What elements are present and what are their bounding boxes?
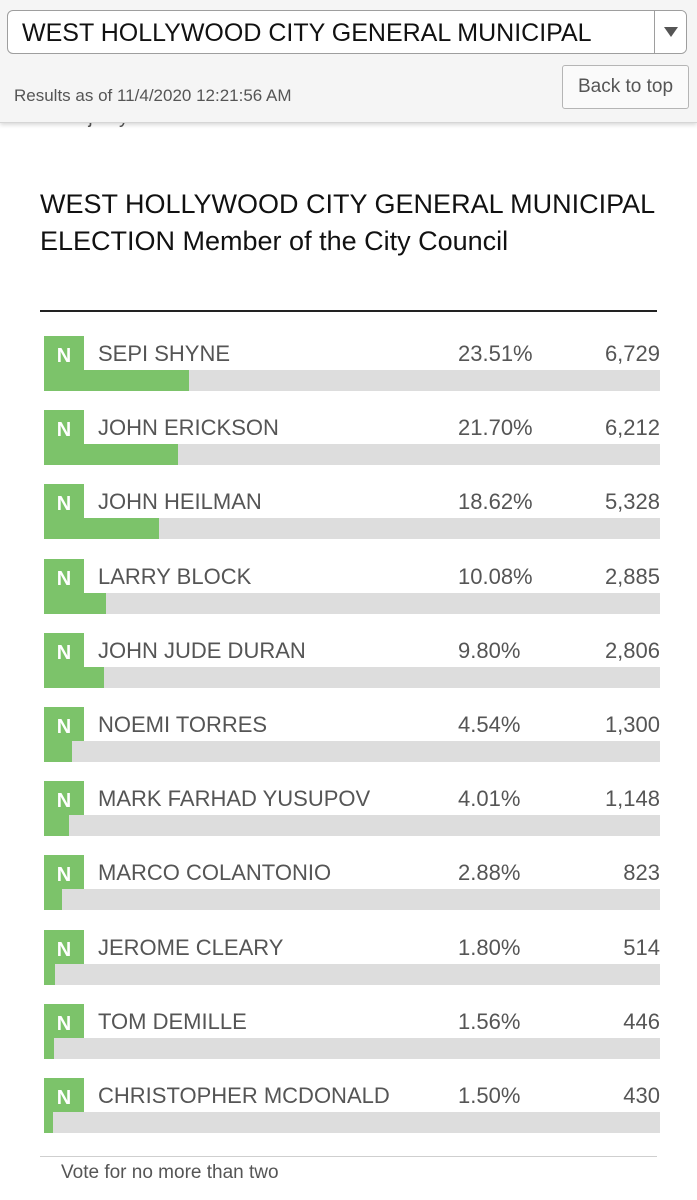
candidate-name: NOEMI TORRES — [98, 712, 268, 737]
candidate-percent: 18.62% — [458, 489, 533, 515]
candidate-votes: 2,885 — [604, 563, 660, 589]
vote-share-bar — [44, 518, 660, 540]
party-badge: N — [44, 558, 84, 599]
party-badge: N — [44, 484, 84, 525]
candidate-row: N JOHN JUDE DURAN 9.80% 2,806 — [44, 615, 660, 689]
candidate-percent: 21.70% — [458, 415, 533, 441]
candidate-percent: 1.80% — [458, 934, 521, 960]
candidate-votes: 446 — [623, 1008, 660, 1034]
vote-share-bar — [44, 815, 660, 837]
vote-share-bar-fill — [44, 592, 107, 614]
vote-share-bar-fill — [44, 370, 189, 391]
vote-share-bar-fill — [44, 444, 178, 466]
divider — [40, 310, 657, 312]
party-badge: N — [44, 410, 84, 451]
vote-share-bar — [44, 889, 660, 911]
candidate-name: CHRISTOPHER MCDONALD — [98, 1083, 390, 1108]
contest-title: WEST HOLLYWOOD CITY GENERAL MUNICIPAL EL… — [40, 189, 655, 256]
candidate-row: N TOM DEMILLE 1.56% 446 — [44, 986, 660, 1060]
candidate-name: MARCO COLANTONIO — [98, 860, 332, 886]
candidate-name: SEPI SHYNE — [98, 341, 231, 366]
candidate-percent: 4.01% — [458, 786, 521, 812]
candidate-percent: 1.50% — [458, 1083, 521, 1108]
candidate-row: N MARK FARHAD YUSUPOV 4.01% 1,148 — [44, 763, 660, 837]
candidate-percent: 10.08% — [458, 563, 533, 589]
vote-share-bar-fill — [44, 889, 62, 911]
candidate-row: N JEROME CLEARY 1.80% 514 — [44, 912, 660, 986]
candidate-votes: 823 — [623, 860, 660, 886]
candidate-name: JOHN JUDE DURAN — [98, 637, 306, 663]
candidate-percent: 1.56% — [458, 1008, 521, 1034]
sticky-header: WEST HOLLYWOOD CITY GENERAL MUNICIPAL Re… — [0, 0, 697, 123]
contest-select[interactable]: WEST HOLLYWOOD CITY GENERAL MUNICIPAL — [7, 10, 687, 54]
vote-share-bar-fill — [44, 1112, 54, 1133]
candidate-percent: 23.51% — [458, 341, 533, 366]
vote-share-bar-fill — [44, 666, 105, 688]
candidate-row: N SEPI SHYNE 23.51% 6,729 — [44, 318, 660, 392]
party-badge: N — [44, 781, 84, 822]
vote-share-bar — [44, 963, 660, 985]
candidate-votes: 1,300 — [604, 712, 660, 737]
candidate-percent: 2.88% — [458, 860, 521, 886]
candidate-name: JOHN HEILMAN — [98, 489, 262, 515]
party-badge: N — [44, 336, 84, 376]
candidate-name: TOM DEMILLE — [98, 1008, 247, 1034]
candidate-row: N JOHN HEILMAN 18.62% 5,328 — [44, 466, 660, 540]
candidate-votes: 6,212 — [604, 415, 660, 441]
vote-for-note: Vote for no more than two — [61, 1162, 279, 1183]
vote-share-bar-fill — [44, 1037, 54, 1059]
party-badge: N — [44, 929, 84, 970]
vote-share-bar — [44, 1112, 660, 1133]
candidate-votes: 5,328 — [604, 489, 660, 515]
candidate-votes: 6,729 — [604, 341, 660, 366]
vote-share-bar — [44, 370, 660, 391]
vote-share-bar — [44, 741, 660, 762]
vote-share-bar-fill — [44, 963, 56, 985]
divider — [40, 1156, 657, 1157]
candidate-votes: 514 — [623, 934, 660, 960]
candidate-votes: 2,806 — [604, 637, 660, 663]
candidate-name: JEROME CLEARY — [98, 934, 284, 960]
candidate-votes: 430 — [623, 1083, 660, 1108]
vote-share-bar — [44, 1037, 660, 1059]
results-timestamp: Results as of 11/4/2020 12:21:56 AM — [14, 86, 292, 105]
back-to-top-button[interactable]: Back to top — [562, 65, 689, 109]
candidate-row: N LARRY BLOCK 10.08% 2,885 — [44, 541, 660, 615]
contest-select-value: WEST HOLLYWOOD CITY GENERAL MUNICIPAL — [22, 19, 592, 47]
party-badge: N — [44, 1003, 84, 1044]
vote-share-bar — [44, 666, 660, 688]
party-badge: N — [44, 632, 84, 673]
party-badge: N — [44, 707, 84, 747]
candidate-percent: 4.54% — [458, 712, 521, 737]
candidate-name: LARRY BLOCK — [98, 563, 252, 589]
candidate-row: N JOHN ERICKSON 21.70% 6,212 — [44, 392, 660, 466]
chevron-down-icon[interactable] — [654, 11, 686, 53]
candidate-row: N NOEMI TORRES 4.54% 1,300 — [44, 689, 660, 763]
candidate-name: MARK FARHAD YUSUPOV — [98, 786, 371, 812]
vote-share-bar — [44, 592, 660, 614]
candidate-row: N CHRISTOPHER MCDONALD 1.50% 430 — [44, 1060, 660, 1134]
vote-share-bar-fill — [44, 518, 159, 540]
vote-share-bar-fill — [44, 815, 69, 837]
candidate-name: JOHN ERICKSON — [98, 415, 279, 441]
party-badge: N — [44, 1078, 84, 1118]
candidate-row: N MARCO COLANTONIO 2.88% 823 — [44, 837, 660, 911]
party-badge: N — [44, 855, 84, 896]
candidate-percent: 9.80% — [458, 637, 521, 663]
vote-share-bar-fill — [44, 741, 72, 762]
vote-share-bar — [44, 444, 660, 466]
candidate-votes: 1,148 — [604, 786, 660, 812]
